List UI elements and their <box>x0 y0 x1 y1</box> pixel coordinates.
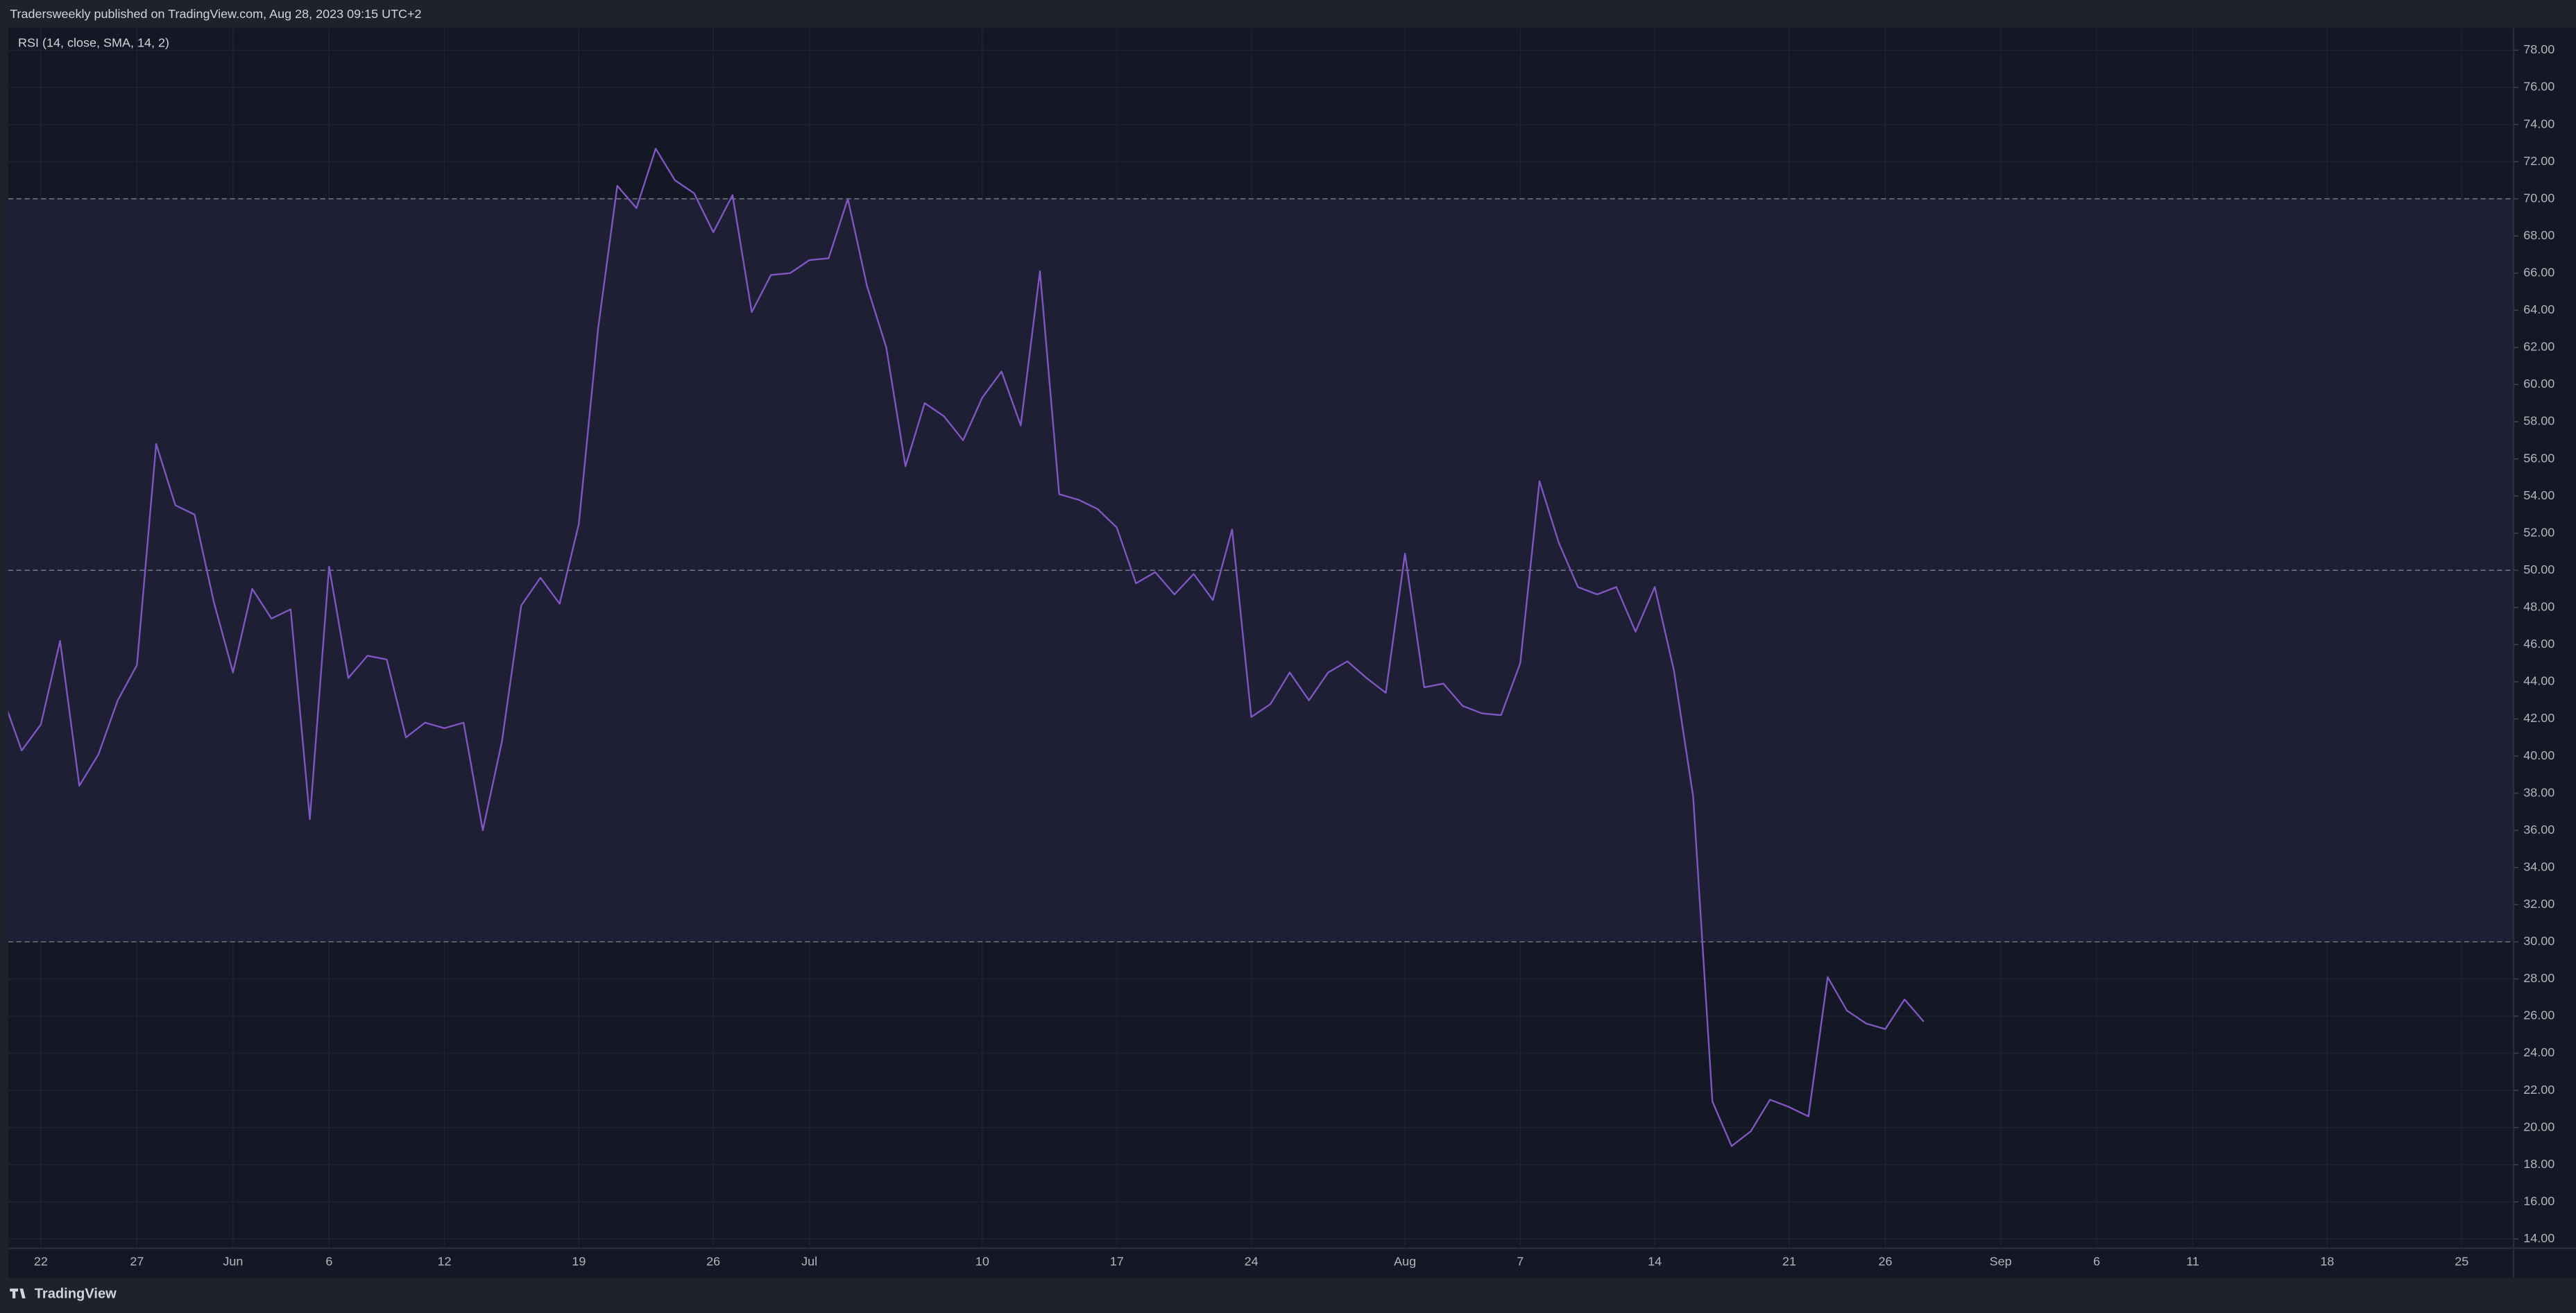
x-tick-label: 11 <box>2186 1255 2199 1269</box>
y-tick-label: 20.00 <box>2523 1119 2554 1133</box>
y-tick-label: 66.00 <box>2523 266 2554 280</box>
axes: 14.00 16.00 18.00 20.00 22.00 24.00 26.00 28.00… <box>34 42 2554 1268</box>
x-tick-label: Jun <box>223 1255 243 1269</box>
y-tick-label: 46.00 <box>2523 637 2554 651</box>
rsi-line <box>8 148 1925 1147</box>
y-tick-label: 60.00 <box>2523 377 2554 391</box>
x-tick-label: 12 <box>437 1255 451 1269</box>
y-tick-label: 48.00 <box>2523 600 2554 614</box>
x-tick-label: 10 <box>975 1255 989 1269</box>
y-tick-label: 50.00 <box>2523 563 2554 576</box>
x-tick-label: 14 <box>1648 1255 1662 1269</box>
y-tick-label: 64.00 <box>2523 302 2554 316</box>
x-tick-label: Sep <box>1990 1255 2012 1269</box>
y-tick-label: 38.00 <box>2523 785 2554 799</box>
y-tick-label: 28.00 <box>2523 971 2554 985</box>
y-tick-label: 78.00 <box>2523 42 2554 56</box>
x-tick-label: Jul <box>801 1255 817 1269</box>
y-tick-label: 72.00 <box>2523 154 2554 168</box>
y-tick-label: 26.00 <box>2523 1009 2554 1022</box>
y-tick-label: 14.00 <box>2523 1231 2554 1245</box>
x-tick-label: 27 <box>130 1255 144 1269</box>
y-tick-label: 56.00 <box>2523 451 2554 465</box>
brand-logo <box>10 1288 26 1298</box>
y-tick-label: 32.00 <box>2523 897 2554 911</box>
x-tick-label: 22 <box>34 1255 48 1269</box>
y-tick-label: 62.00 <box>2523 340 2554 354</box>
x-tick-label: 21 <box>1782 1255 1796 1269</box>
y-tick-label: 22.00 <box>2523 1083 2554 1097</box>
x-tick-label: 6 <box>2093 1255 2100 1269</box>
y-tick-label: 58.00 <box>2523 414 2554 428</box>
x-tick-label: 17 <box>1110 1255 1124 1269</box>
y-tick-label: 44.00 <box>2523 674 2554 688</box>
y-tick-label: 74.00 <box>2523 117 2554 130</box>
brand: TradingView <box>35 1286 117 1301</box>
y-tick-label: 24.00 <box>2523 1045 2554 1059</box>
x-tick-label: 18 <box>2320 1255 2334 1269</box>
y-tick-label: 40.00 <box>2523 748 2554 762</box>
y-tick-label: 42.00 <box>2523 711 2554 725</box>
y-tick-label: 36.00 <box>2523 823 2554 836</box>
y-tick-label: 30.00 <box>2523 934 2554 948</box>
header-title: Tradersweekly published on TradingView.c… <box>10 7 421 21</box>
y-tick-label: 76.00 <box>2523 80 2554 94</box>
x-tick-label: Aug <box>1394 1255 1416 1269</box>
y-tick-label: 52.00 <box>2523 525 2554 539</box>
x-tick-label: 7 <box>1517 1255 1524 1269</box>
x-tick-label: 25 <box>2455 1255 2468 1269</box>
y-tick-label: 18.00 <box>2523 1157 2554 1171</box>
y-tick-label: 68.00 <box>2523 228 2554 242</box>
plot <box>8 28 2514 1248</box>
x-tick-label: 6 <box>325 1255 332 1269</box>
y-tick-label: 70.00 <box>2523 191 2554 205</box>
x-tick-label: 24 <box>1245 1255 1259 1269</box>
y-tick-label: 54.00 <box>2523 488 2554 502</box>
x-tick-label: 26 <box>1878 1255 1892 1269</box>
y-tick-label: 16.00 <box>2523 1194 2554 1208</box>
y-tick-label: 34.00 <box>2523 859 2554 873</box>
x-tick-label: 26 <box>706 1255 720 1269</box>
indicator-legend: RSI (14, close, SMA, 14, 2) <box>18 36 169 50</box>
x-tick-label: 19 <box>572 1255 586 1269</box>
